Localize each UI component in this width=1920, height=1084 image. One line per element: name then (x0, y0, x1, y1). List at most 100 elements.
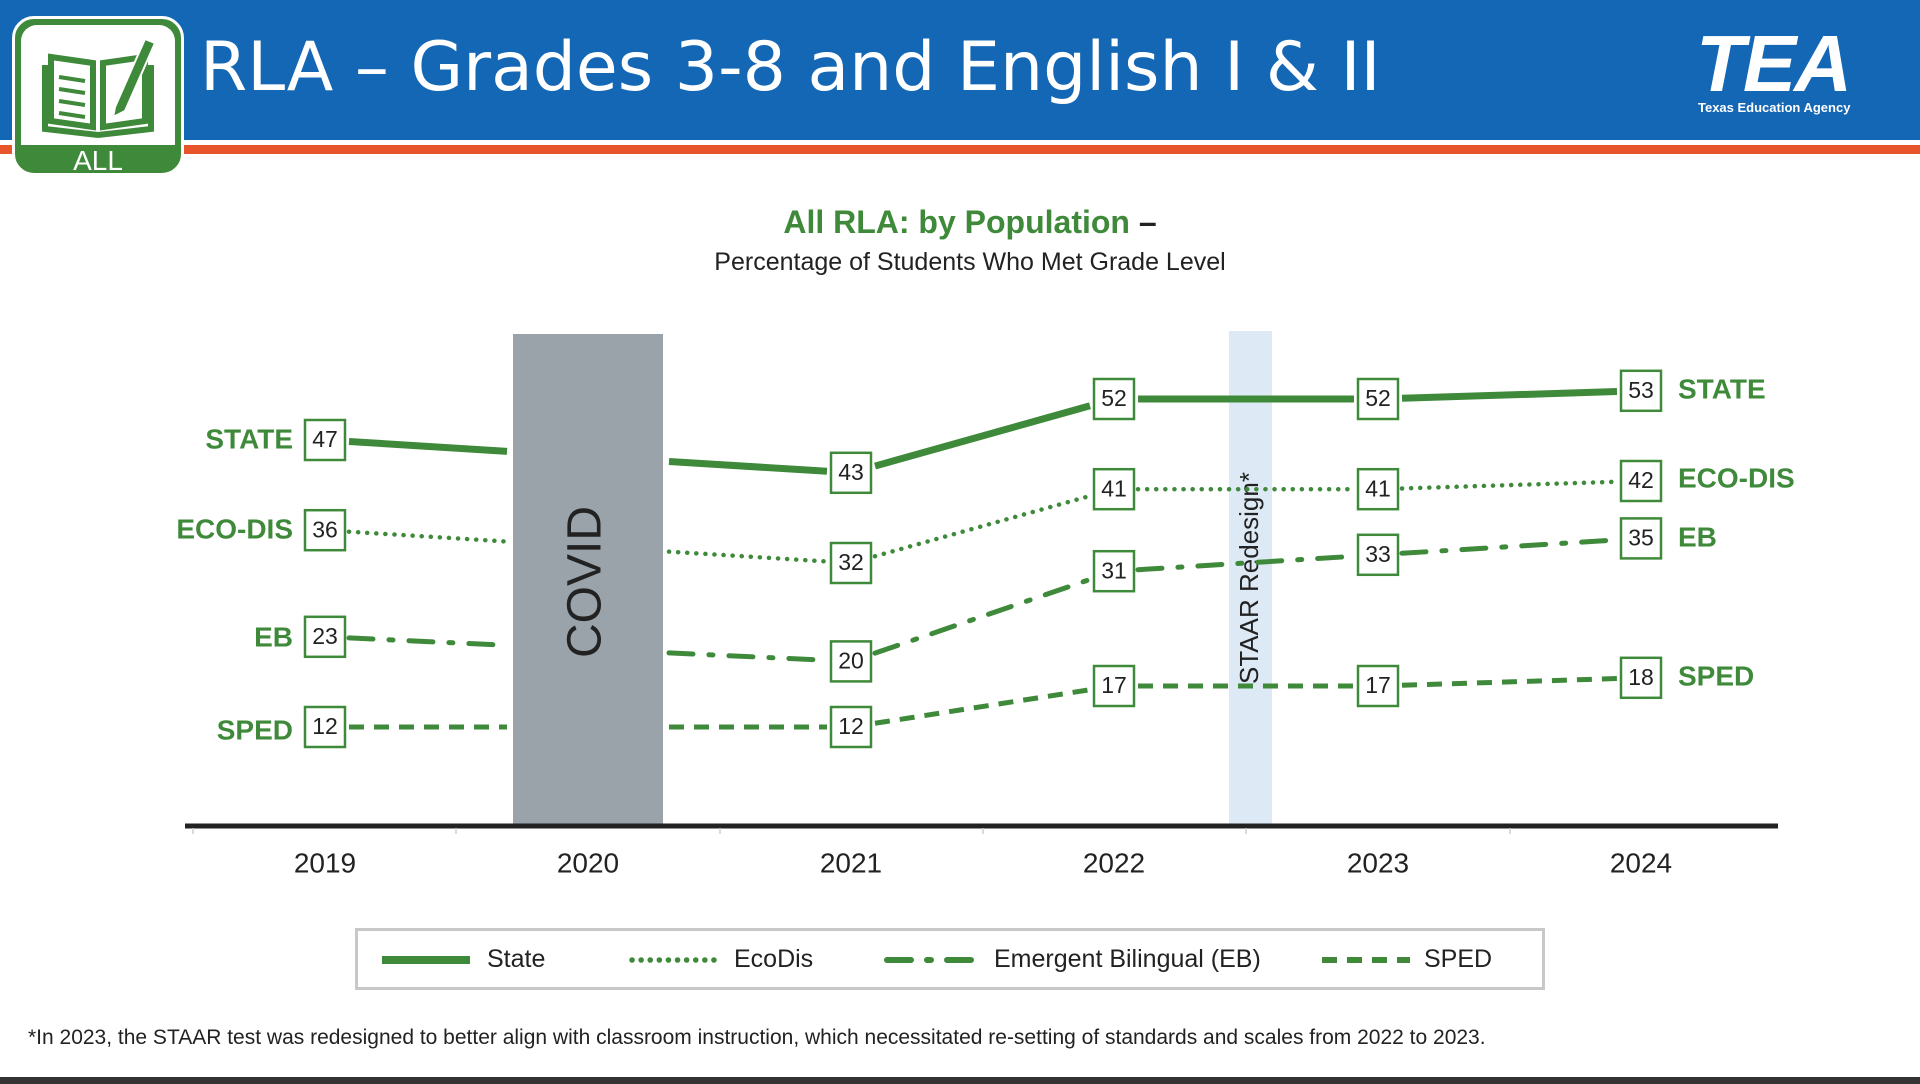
data-label: 12 (303, 705, 347, 749)
data-label-box (1619, 517, 1663, 560)
data-label: 52 (1092, 377, 1136, 421)
data-label: 32 (829, 541, 873, 585)
data-label-value: 23 (312, 623, 338, 649)
badge-label: ALL (73, 145, 123, 176)
header-divider (0, 140, 1920, 145)
header-bar (0, 0, 1920, 140)
staar-redesign-band (1229, 331, 1272, 826)
data-label-box (303, 615, 347, 659)
data-label: 52 (1356, 377, 1400, 421)
chart-title: All RLA: by Population – (0, 204, 1920, 241)
legend-item: SPED (358, 943, 1538, 977)
series-label-left: ECO-DIS (176, 513, 293, 544)
data-label: 42 (1619, 459, 1663, 503)
data-label: 53 (1619, 369, 1663, 413)
series-segment (1399, 479, 1620, 491)
series-segment (872, 576, 1093, 656)
data-label-value: 32 (838, 549, 864, 575)
legend-item: EcoDis (358, 943, 1538, 977)
data-label-value: 41 (1101, 475, 1127, 501)
data-label-value: 17 (1101, 672, 1127, 698)
bottom-bar (0, 1077, 1920, 1084)
data-label-value: 12 (838, 713, 864, 739)
series-label-left: SPED (217, 714, 293, 745)
data-label: 35 (1619, 517, 1663, 560)
series-label-right: EB (1678, 521, 1717, 552)
series-label-right: SPED (1678, 660, 1754, 691)
data-label-value: 31 (1101, 557, 1127, 583)
data-label: 31 (1092, 549, 1136, 593)
data-label-box (1356, 377, 1400, 421)
data-label-box (303, 705, 347, 749)
chart-title-text: All RLA: by Population (783, 204, 1130, 240)
series-label-right: STATE (1678, 373, 1766, 404)
covid-band (513, 334, 663, 826)
legend-label: Emergent Bilingual (EB) (994, 945, 1261, 973)
tea-logo: TEA Texas Education Agency (1690, 18, 1890, 118)
x-tick-label: 2021 (820, 847, 882, 878)
data-label-box (303, 418, 347, 462)
series-segment (348, 438, 508, 455)
legend-label: SPED (1424, 945, 1493, 973)
x-tick-label: 2019 (294, 847, 356, 878)
data-label-box (1619, 369, 1663, 413)
logo-subtitle: Texas Education Agency (1698, 100, 1851, 115)
covid-label: COVID (559, 506, 612, 658)
data-label-value: 47 (312, 426, 338, 452)
data-label-value: 53 (1628, 377, 1654, 403)
data-label-box (829, 451, 873, 495)
covid-annotation: COVID (513, 334, 663, 826)
data-label: 33 (1356, 533, 1400, 577)
series-segment (874, 687, 1091, 726)
series-segment (666, 549, 830, 564)
data-label-box (1619, 459, 1663, 503)
legend-label: EcoDis (734, 945, 814, 973)
badge-icon-area (21, 25, 175, 145)
header-accent-stripe (0, 145, 1920, 154)
data-label-box (829, 705, 873, 749)
legend-swatch (1322, 957, 1410, 963)
data-label-box (1356, 467, 1400, 511)
x-tick-label: 2024 (1610, 847, 1672, 878)
series-segment (346, 635, 510, 648)
series-dashdot-line (346, 537, 1620, 663)
data-label: 41 (1356, 467, 1400, 511)
data-label: 41 (1092, 467, 1136, 511)
series-solid-line (348, 388, 1618, 475)
data-label-value: 17 (1365, 672, 1391, 698)
legend-swatch (884, 957, 978, 963)
data-label-value: 36 (312, 516, 338, 542)
series-segment (1399, 537, 1620, 556)
legend-item: State (358, 943, 1538, 977)
data-label: 20 (829, 640, 873, 683)
staar-redesign-annotation: STAAR Redesign* (1229, 331, 1272, 826)
chart-title-dash: – (1138, 204, 1157, 240)
data-label-value: 52 (1365, 385, 1391, 411)
data-label-value: 41 (1365, 475, 1391, 501)
series-segment (666, 650, 830, 663)
data-label-box (1092, 549, 1136, 593)
data-label-value: 20 (838, 647, 864, 673)
chart-subtitle: Percentage of Students Who Met Grade Lev… (714, 248, 1226, 276)
data-label-value: 12 (312, 713, 338, 739)
data-label-value: 18 (1628, 664, 1654, 690)
data-label-box (1356, 664, 1400, 708)
data-label-box (1092, 467, 1136, 511)
series-label-left: STATE (205, 423, 293, 454)
data-label-box (1619, 656, 1663, 700)
data-label-value: 42 (1628, 467, 1654, 493)
data-label: 18 (1619, 656, 1663, 700)
series-segment (1401, 388, 1618, 402)
data-label-box (1092, 664, 1136, 708)
data-label-box (1092, 377, 1136, 421)
data-label: 43 (829, 451, 873, 495)
logo-mark: TEA (1696, 19, 1852, 108)
data-label: 36 (303, 508, 347, 552)
open-book-pencil-icon (42, 37, 157, 139)
staar-redesign-label: STAAR Redesign* (1234, 472, 1264, 684)
series-segment (1135, 553, 1357, 573)
data-label-value: 33 (1365, 541, 1391, 567)
x-tick-label: 2022 (1083, 847, 1145, 878)
series-label-left: EB (254, 621, 293, 652)
data-label: 23 (303, 615, 347, 659)
